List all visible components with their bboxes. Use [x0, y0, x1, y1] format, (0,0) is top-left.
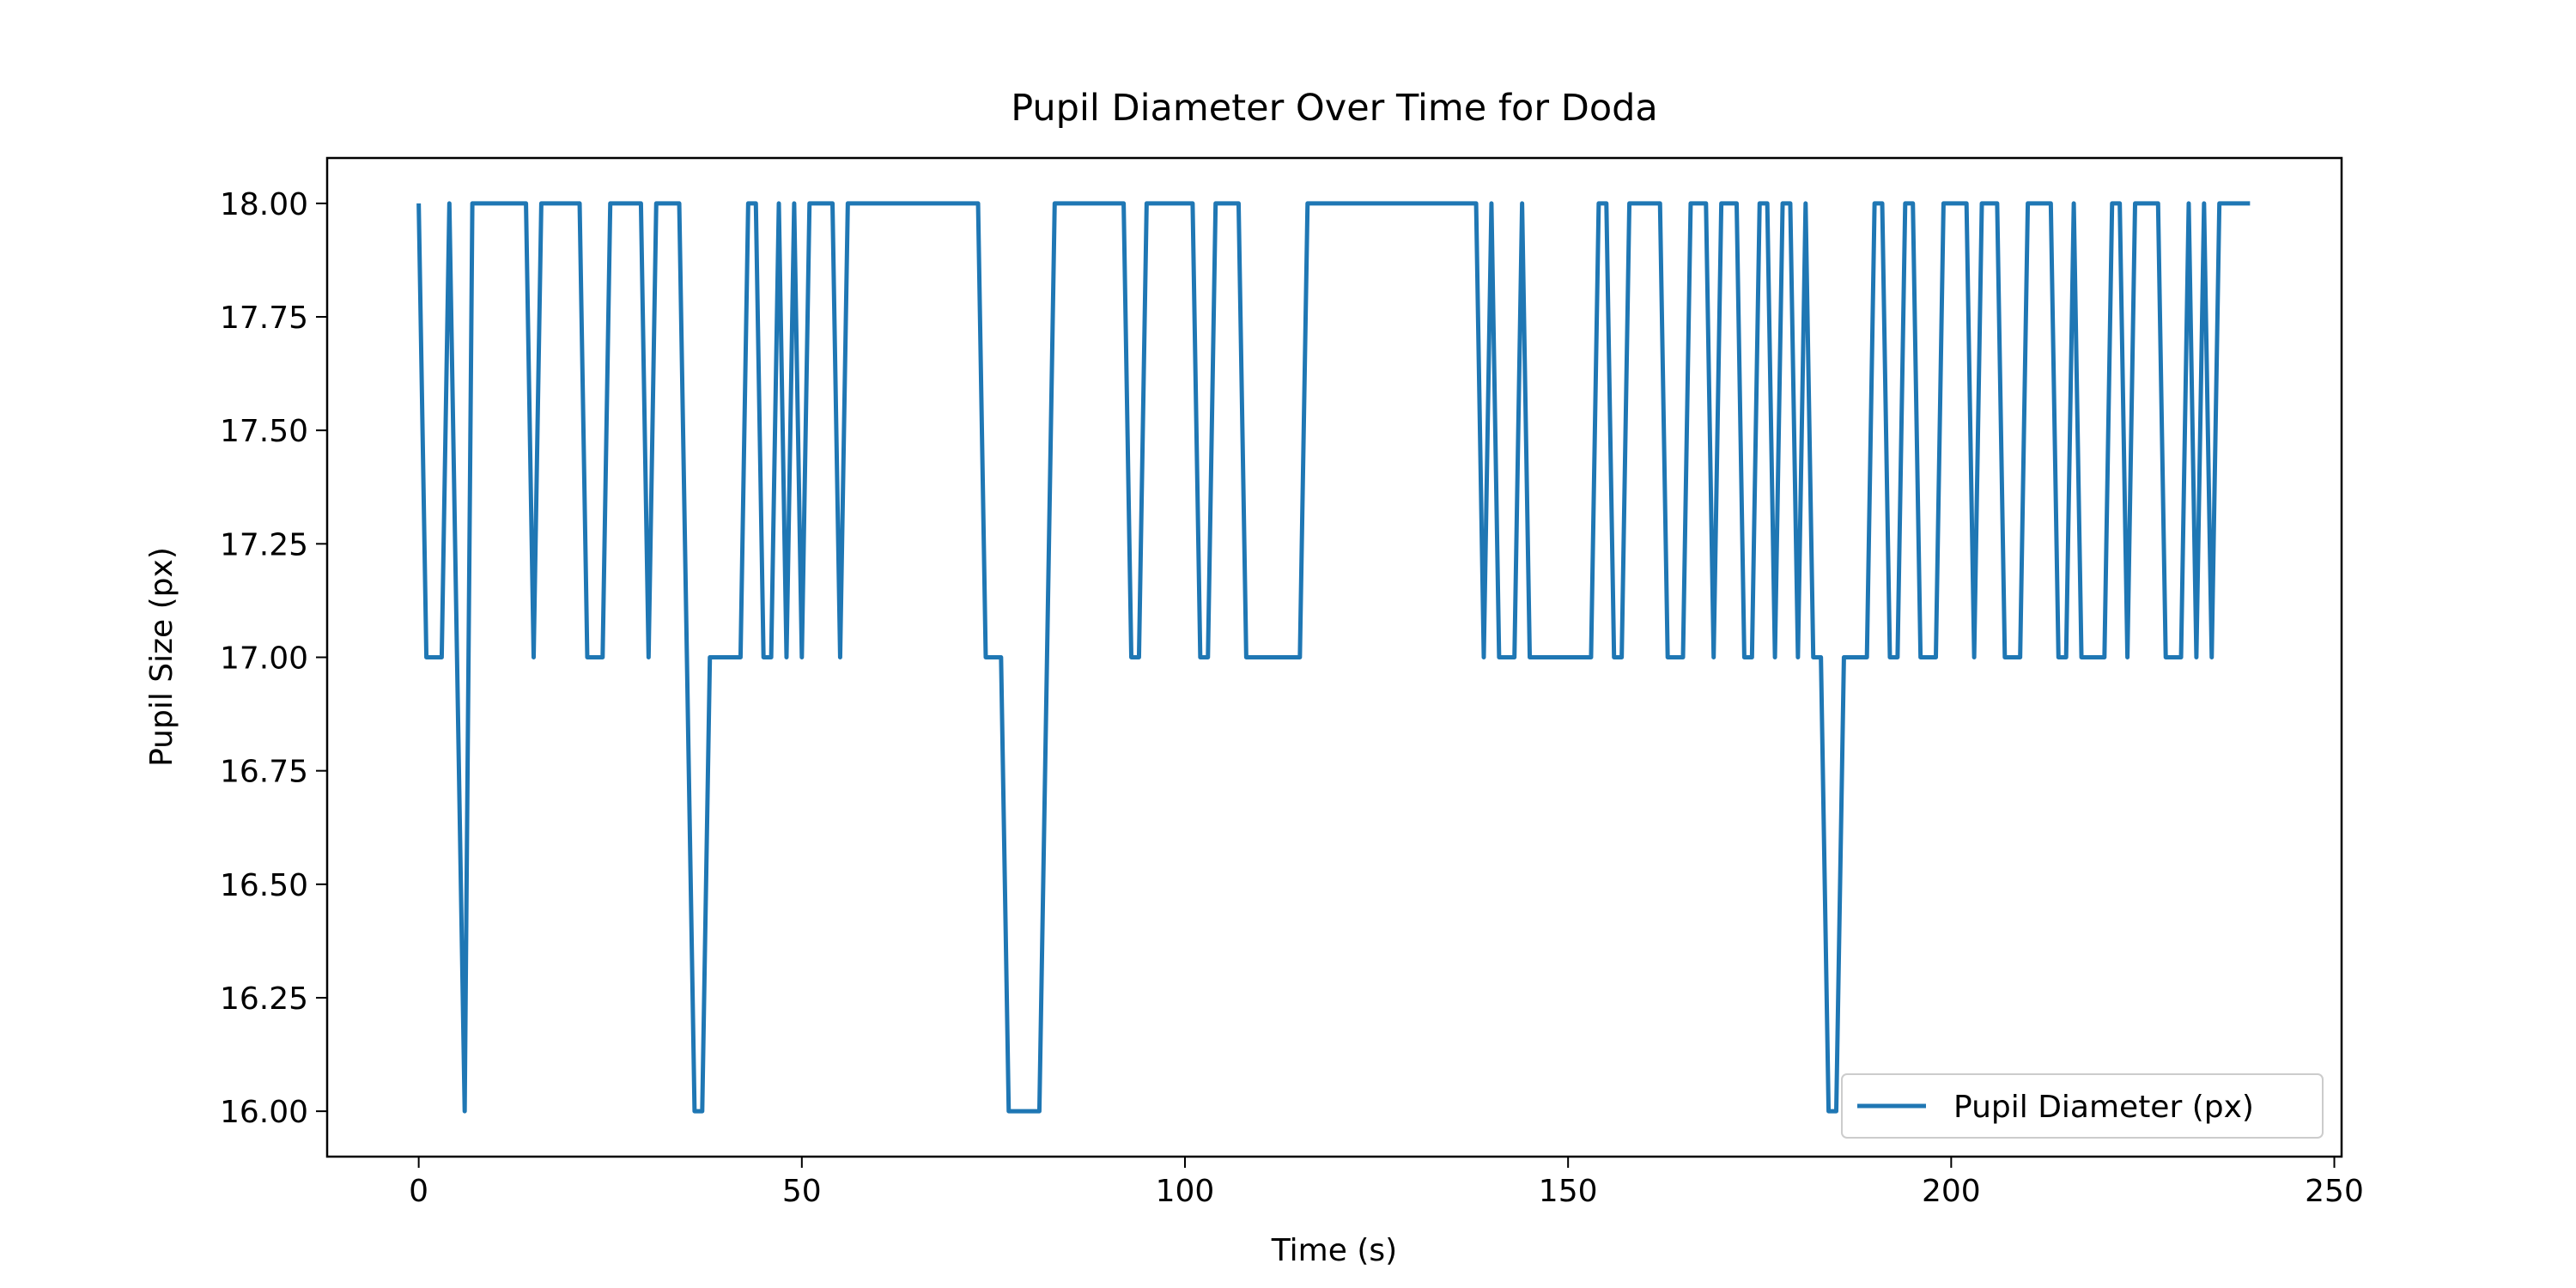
- y-tick-label: 16.75: [220, 755, 308, 790]
- x-tick-label: 200: [1922, 1174, 1981, 1209]
- x-tick-label: 150: [1539, 1174, 1598, 1209]
- y-tick-label: 18.00: [220, 187, 308, 222]
- y-tick-label: 17.00: [220, 641, 308, 677]
- x-tick-label: 0: [409, 1174, 428, 1209]
- x-tick-label: 50: [782, 1174, 822, 1209]
- legend-label: Pupil Diameter (px): [1953, 1090, 2254, 1125]
- y-tick-label: 17.50: [220, 414, 308, 449]
- plot-frame: [325, 156, 2343, 1158]
- y-tick-label: 17.25: [220, 527, 308, 562]
- chart-title: Pupil Diameter Over Time for Doda: [1011, 87, 1658, 130]
- x-tick-label: 250: [2305, 1174, 2364, 1209]
- y-axis-label: Pupil Size (px): [144, 547, 179, 767]
- y-tick-label: 17.75: [220, 301, 308, 336]
- y-tick-label: 16.25: [220, 981, 308, 1017]
- legend-box: [1841, 1073, 2324, 1139]
- y-tick-label: 16.50: [220, 868, 308, 903]
- x-axis-label: Time (s): [1271, 1233, 1397, 1268]
- data-line: [416, 201, 2251, 1114]
- y-tick-label: 16.00: [220, 1095, 308, 1130]
- x-tick-label: 100: [1156, 1174, 1215, 1209]
